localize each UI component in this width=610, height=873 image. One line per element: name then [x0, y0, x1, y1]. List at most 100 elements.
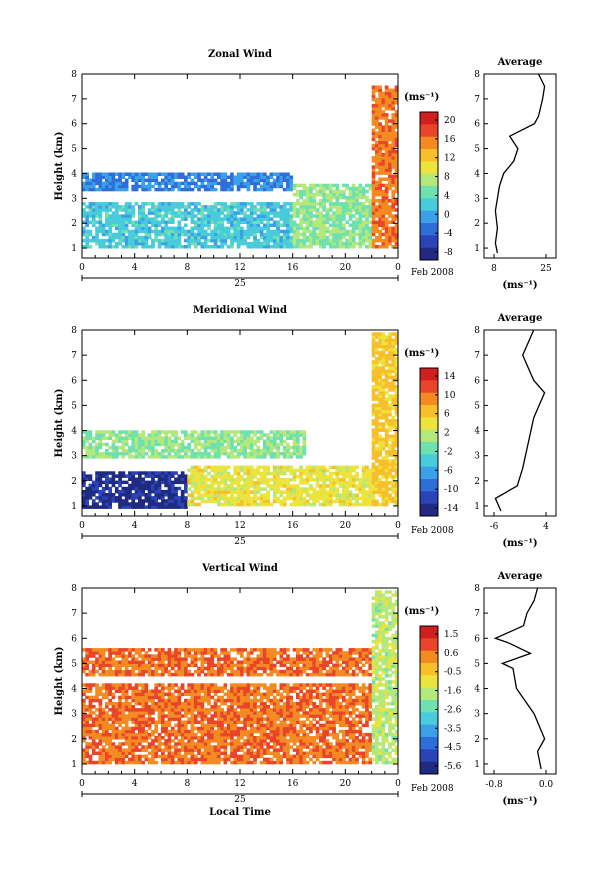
- heatmap-cell: [184, 217, 188, 221]
- heatmap-cell: [230, 739, 234, 743]
- heatmap-cell: [177, 184, 182, 189]
- heatmap-cell: [226, 705, 231, 709]
- heatmap-cell: [128, 717, 132, 721]
- heatmap-cell: [305, 217, 310, 221]
- heatmap-cell: [91, 760, 96, 765]
- heatmap-cell: [118, 711, 122, 715]
- heatmap-cell: [345, 199, 349, 203]
- heatmap-cell: [253, 205, 257, 209]
- heatmap-cell: [272, 223, 277, 227]
- heatmap-cell: [391, 177, 396, 181]
- heatmap-cell: [381, 406, 386, 411]
- heatmap-cell: [134, 496, 139, 500]
- heatmap-cell: [384, 205, 389, 209]
- heatmap-cell: [259, 430, 264, 434]
- heatmap-cell: [98, 452, 103, 456]
- chart0-colorbar-label: 16: [444, 135, 456, 145]
- heatmap-cell: [210, 214, 215, 218]
- heatmap-cell: [345, 481, 349, 485]
- heatmap-cell: [233, 226, 238, 231]
- chart0-colorbar-step: [420, 204, 438, 212]
- heatmap-cell: [118, 178, 122, 183]
- heatmap-cell: [88, 732, 93, 737]
- heatmap-cell: [210, 745, 215, 749]
- heatmap-cell: [319, 490, 323, 494]
- heatmap-cell: [322, 238, 326, 243]
- heatmap-cell: [91, 217, 96, 221]
- heatmap-cell: [292, 468, 297, 473]
- heatmap-cell: [128, 471, 132, 475]
- heatmap-cell: [121, 717, 126, 721]
- heatmap-cell: [121, 208, 126, 212]
- heatmap-cell: [161, 430, 165, 434]
- heatmap-cell: [111, 220, 116, 224]
- heatmap-cell: [233, 175, 238, 179]
- heatmap-cell: [197, 217, 201, 221]
- heatmap-cell: [236, 736, 241, 740]
- heatmap-cell: [213, 468, 218, 473]
- heatmap-cell: [114, 736, 119, 740]
- heatmap-cell: [388, 409, 392, 414]
- heatmap-cell: [98, 175, 103, 179]
- heatmap-cell: [394, 363, 399, 367]
- heatmap-cell: [223, 232, 228, 237]
- heatmap-cell: [266, 478, 270, 482]
- heatmap-cell: [170, 757, 175, 762]
- heatmap-cell: [85, 184, 89, 189]
- heatmap-cell: [157, 452, 162, 456]
- heatmap-cell: [223, 686, 228, 690]
- heatmap-cell: [282, 439, 287, 444]
- heatmap-cell: [121, 436, 126, 440]
- heatmap-cell: [296, 436, 300, 440]
- heatmap-cell: [111, 211, 116, 215]
- heatmap-cell: [114, 751, 119, 755]
- heatmap-cell: [174, 433, 178, 437]
- heatmap-cell: [388, 211, 392, 215]
- heatmap-cell: [210, 455, 215, 459]
- heatmap-cell: [299, 465, 303, 470]
- heatmap-cell: [236, 692, 241, 697]
- heatmap-cell: [167, 760, 172, 765]
- heatmap-cell: [164, 477, 168, 481]
- heatmap-cell: [82, 220, 86, 224]
- heatmap-cell: [203, 455, 208, 459]
- heatmap-cell: [391, 474, 396, 479]
- heatmap-cell: [378, 447, 382, 451]
- chart0-average-ytick-label: 8: [474, 70, 480, 80]
- heatmap-cell: [384, 217, 389, 221]
- heatmap-cell: [193, 484, 198, 488]
- heatmap-cell: [134, 220, 139, 224]
- heatmap-cell: [184, 205, 188, 209]
- heatmap-cell: [111, 452, 116, 456]
- heatmap-cell: [391, 180, 396, 185]
- heatmap-cell: [381, 211, 386, 215]
- heatmap-cell: [388, 174, 392, 178]
- heatmap-cell: [167, 754, 172, 759]
- heatmap-cell: [121, 729, 126, 734]
- heatmap-cell: [236, 229, 241, 234]
- heatmap-cell: [249, 205, 254, 209]
- heatmap-cell: [88, 760, 93, 765]
- heatmap-cell: [226, 717, 231, 721]
- heatmap-cell: [256, 502, 261, 507]
- heatmap-cell: [167, 235, 172, 240]
- heatmap-cell: [108, 214, 112, 218]
- heatmap-cell: [361, 220, 366, 224]
- heatmap-cell: [378, 137, 382, 142]
- heatmap-cell: [82, 226, 86, 231]
- heatmap-cell: [220, 217, 224, 221]
- heatmap-cell: [375, 220, 379, 224]
- heatmap-cell: [249, 232, 254, 237]
- heatmap-cell: [381, 484, 386, 488]
- heatmap-cell: [375, 159, 379, 163]
- heatmap-cell: [236, 757, 241, 762]
- heatmap-cell: [170, 729, 175, 734]
- heatmap-cell: [345, 502, 349, 507]
- heatmap-cell: [197, 757, 201, 762]
- heatmap-cell: [378, 91, 382, 96]
- heatmap-cell: [91, 172, 96, 176]
- heatmap-cell: [193, 439, 198, 444]
- heatmap-cell: [108, 433, 112, 437]
- heatmap-cell: [203, 754, 208, 759]
- heatmap-cell: [226, 184, 231, 189]
